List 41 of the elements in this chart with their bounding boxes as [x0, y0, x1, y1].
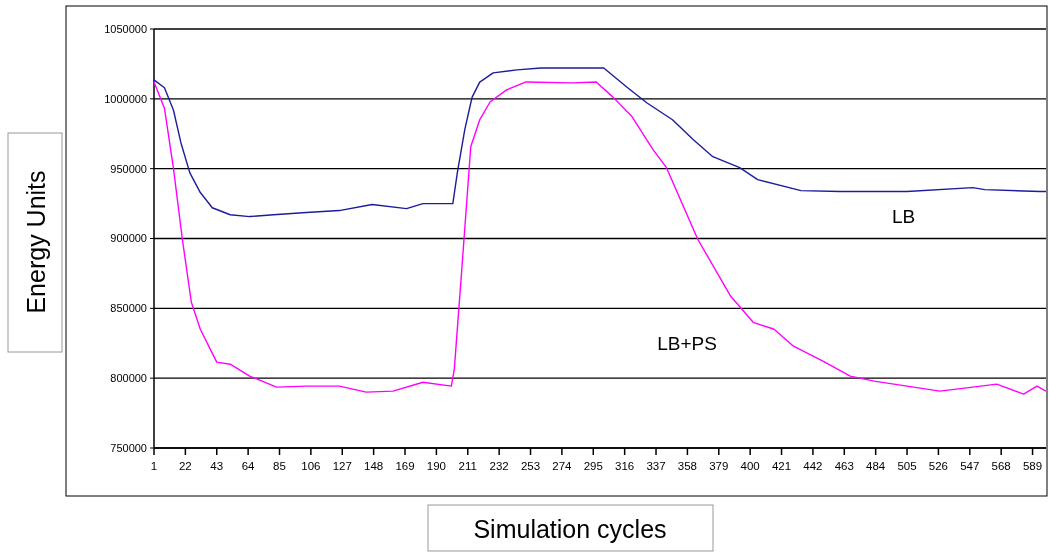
x-tick-label: 127	[332, 460, 352, 472]
x-tick-label: 316	[615, 460, 635, 472]
series-label: LB	[892, 205, 916, 227]
y-tick-label: 1000000	[104, 92, 147, 105]
x-tick-label: 232	[489, 460, 509, 472]
y-tick-label: 950000	[110, 162, 147, 175]
x-tick-label: 22	[178, 460, 192, 472]
x-axis-title: Simulation cycles	[473, 515, 667, 543]
x-tick-label: 547	[960, 460, 980, 472]
x-tick-label: 463	[834, 460, 854, 472]
x-tick-label: 1	[150, 460, 158, 472]
x-tick-label: 169	[395, 460, 415, 472]
line-series	[153, 81, 1047, 395]
x-tick-label: 64	[241, 460, 256, 472]
x-tick-label: 568	[991, 460, 1011, 472]
x-tick-label: 358	[677, 460, 697, 472]
y-tick-label: 900000	[110, 232, 147, 245]
x-tick-label: 295	[583, 460, 603, 472]
x-tick-label: 589	[1022, 460, 1043, 472]
x-tick-label: 526	[928, 460, 949, 472]
x-tick-label: 421	[771, 460, 792, 472]
x-tick-label: 148	[364, 460, 384, 472]
x-tick-label: 106	[301, 460, 321, 472]
x-tick-label: 505	[897, 460, 917, 472]
y-tick-label: 1050000	[104, 22, 147, 35]
y-tick-label: 800000	[110, 372, 147, 385]
x-tick-label: 442	[803, 460, 823, 472]
x-tick-label: 274	[552, 460, 573, 472]
x-tick-label: 85	[273, 460, 286, 472]
x-tick-label: 400	[740, 460, 760, 472]
x-tick-label: 43	[210, 460, 224, 472]
y-tick-label: 850000	[110, 302, 147, 315]
x-tick-label: 337	[646, 460, 666, 472]
y-tick-label: 750000	[110, 441, 147, 454]
series-label: LB+PS	[657, 332, 717, 354]
y-axis-title: Energy Units	[22, 170, 50, 314]
x-tick-label: 211	[458, 460, 477, 472]
x-tick-label: 253	[520, 460, 541, 472]
x-tick-label: 484	[866, 460, 886, 472]
x-tick-label: 190	[426, 460, 446, 472]
x-tick-label: 379	[709, 460, 729, 472]
